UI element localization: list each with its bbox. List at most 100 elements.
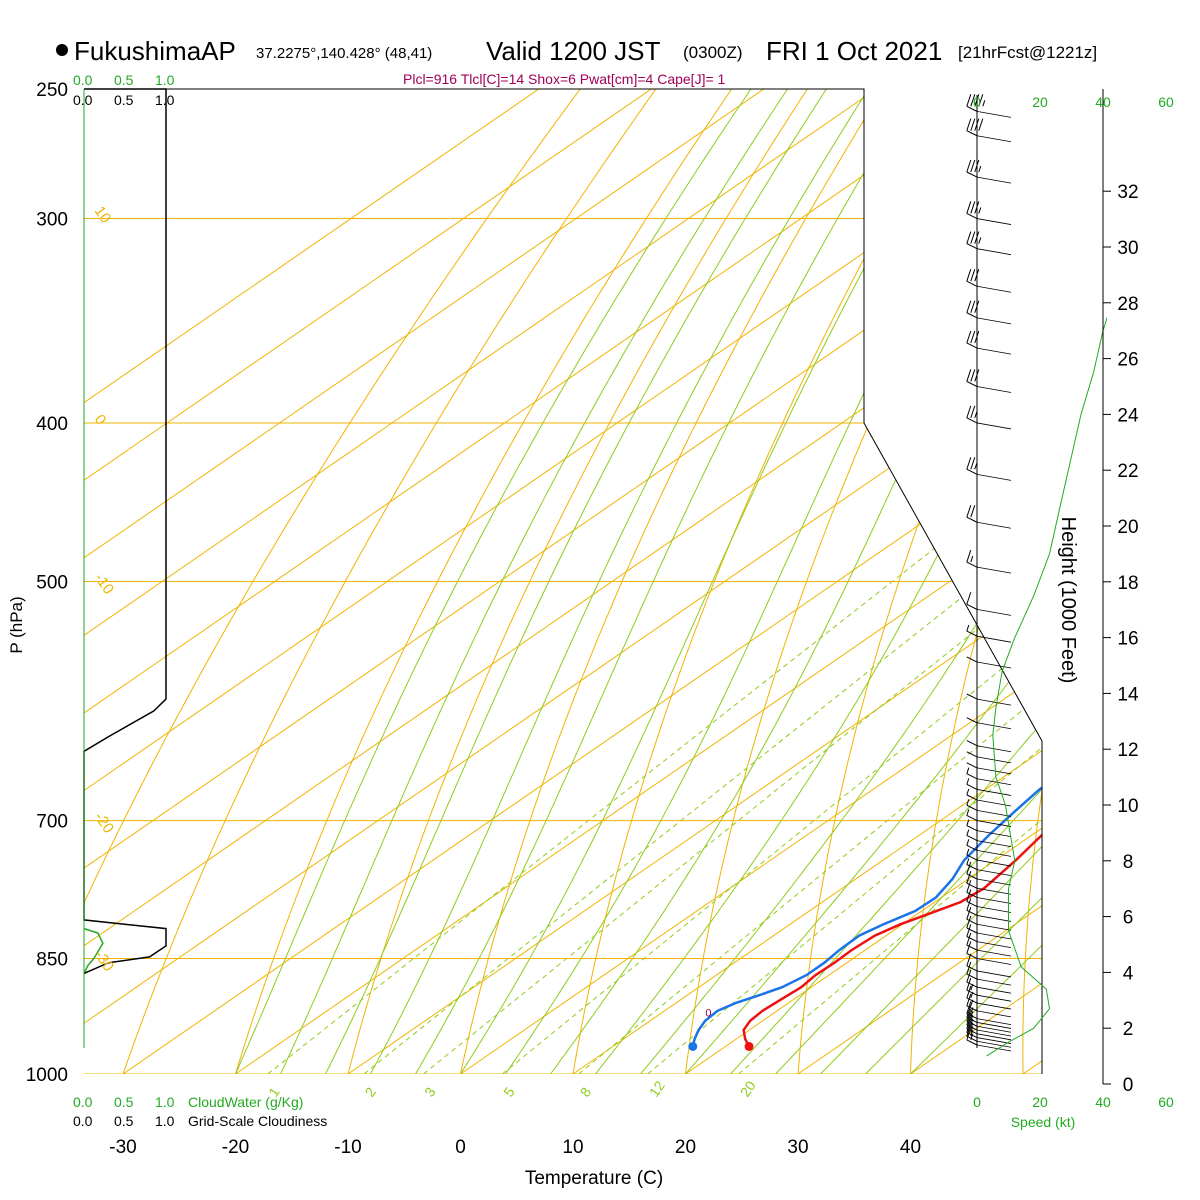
cloudwater-tick-0-bottom: 0.0 [73, 1094, 93, 1110]
pressure-tick-label: 500 [36, 573, 68, 594]
sounding-indices: Plcl=916 Tlcl[C]=14 Shox=6 Pwat[cm]=4 Ca… [403, 71, 726, 87]
wind-barb [966, 269, 1012, 293]
wind-barb [966, 504, 1012, 529]
isotherm-line [84, 89, 540, 1074]
zulu-time: (0300Z) [683, 43, 743, 62]
dry-adiabat-line [122, 89, 657, 1074]
wind-speed-line [986, 316, 1107, 1057]
station-coords: 37.2275°,140.428° (48,41) [256, 45, 432, 62]
height-tick-label: 24 [1117, 405, 1139, 426]
thermodynamic-background [84, 89, 1200, 1074]
mixing-ratio-line [502, 422, 1042, 1074]
forecast-info: [21hrFcst@1221z] [958, 43, 1097, 62]
moist-adiabat-line [910, 89, 1042, 1074]
wind-barb [966, 762, 1012, 775]
wind-barb [966, 159, 1012, 184]
isotherm-label: -10 [91, 570, 117, 598]
moist-adiabat-line [640, 89, 1042, 1074]
height-tick-label: 16 [1117, 629, 1138, 650]
height-tick-label: 28 [1117, 294, 1138, 315]
dry-adiabat-line [235, 89, 733, 1074]
isotherm-label: 10 [91, 203, 114, 226]
mixing-ratio-label: 5 [500, 1084, 518, 1100]
temperature-tick-label: 20 [675, 1137, 696, 1158]
wind-barb [966, 819, 1012, 838]
wind-barb [966, 592, 1012, 616]
temperature-tick-label: 40 [900, 1137, 921, 1158]
temperature-tick-label: -10 [334, 1137, 361, 1158]
height-tick-label: 14 [1117, 684, 1139, 705]
dry-adiabat-line [910, 89, 1042, 1074]
wind-barb [966, 693, 1012, 706]
cloudwater-legend: CloudWater (g/Kg) [188, 1094, 303, 1110]
wind-barb [966, 941, 1012, 965]
wind-barb [966, 848, 1012, 867]
y-axis-title: P (hPa) [7, 596, 26, 653]
height-axis-title: Height (1000 Feet) [1057, 517, 1079, 684]
station-name: FukushimaAP [74, 36, 236, 66]
speed-tick-40-bottom: 40 [1095, 1094, 1111, 1110]
isotherm-line [1022, 89, 1042, 1074]
isotherm-line [460, 89, 1042, 1074]
temperature-tick-label: 10 [562, 1137, 583, 1158]
dry-adiabat-line [1022, 89, 1042, 1074]
speed-tick-0-top: 0 [973, 94, 981, 110]
isotherm-line [84, 89, 652, 1074]
cloudiness-tick-05: 0.5 [114, 92, 134, 108]
wind-speed-profile [986, 316, 1107, 1057]
height-tick-label: 20 [1117, 517, 1138, 538]
wind-barb [966, 751, 1012, 764]
isotherm-label: -20 [91, 809, 117, 837]
speed-tick-40-top: 40 [1095, 94, 1111, 110]
moist-adiabat-line [685, 89, 1042, 1074]
wind-barb [966, 330, 1012, 355]
wind-barb [966, 969, 1012, 994]
pressure-tick-label: 1000 [26, 1065, 68, 1086]
moist-adiabat-line [865, 89, 1042, 1074]
wind-barb [966, 799, 1012, 817]
wind-barb [966, 871, 1012, 895]
dry-adiabat-line [1133, 89, 1200, 1074]
speed-tick-20-bottom: 20 [1032, 1094, 1048, 1110]
cloudwater-tick-1: 1.0 [155, 72, 175, 88]
wind-barb [966, 300, 1012, 325]
isotherm-line [572, 89, 1042, 1074]
wind-barb [966, 740, 1012, 753]
cloudiness-tick-1-bottom: 1.0 [155, 1113, 175, 1129]
cloudiness-tick-0-bottom: 0.0 [73, 1113, 93, 1129]
height-tick-label: 18 [1117, 573, 1138, 594]
height-tick-label: 10 [1117, 796, 1138, 817]
speed-tick-60-bottom: 60 [1158, 1094, 1174, 1110]
wind-barb [966, 201, 1012, 225]
wind-barb [966, 829, 1012, 847]
wind-barb [966, 924, 1012, 949]
wind-barb [966, 915, 1012, 940]
wind-barb [966, 94, 1012, 118]
wind-barb [966, 898, 1012, 922]
isotherm-line [797, 89, 1042, 1074]
bullet-icon [56, 44, 68, 56]
pressure-tick-label: 850 [36, 950, 68, 971]
cloudiness-legend: Grid-Scale Cloudiness [188, 1113, 327, 1129]
cloud-profiles [83, 88, 167, 975]
cloudwater-tick-1-bottom: 1.0 [155, 1094, 175, 1110]
plot-border [83, 88, 1043, 1074]
wind-barb [966, 889, 1012, 913]
isotherm-line [84, 89, 765, 1074]
wind-barb [966, 953, 1012, 978]
wind-barb [966, 457, 1012, 481]
wind-barb [966, 656, 1012, 669]
wind-barb [966, 880, 1012, 904]
speed-tick-20-top: 20 [1032, 94, 1048, 110]
height-tick-label: 26 [1117, 350, 1138, 371]
wind-barb [966, 778, 1012, 796]
mixing-ratio-label: 8 [577, 1084, 595, 1100]
pressure-tick-label: 300 [36, 210, 68, 231]
cloudiness-line [83, 88, 167, 975]
mixing-ratio-label: 2 [361, 1084, 379, 1100]
wind-barb [966, 231, 1012, 256]
dry-adiabat-line [347, 89, 808, 1074]
height-tick-label: 0 [1123, 1075, 1134, 1096]
wind-barb [966, 624, 1012, 643]
mixing-ratio-label: 12 [646, 1078, 668, 1100]
